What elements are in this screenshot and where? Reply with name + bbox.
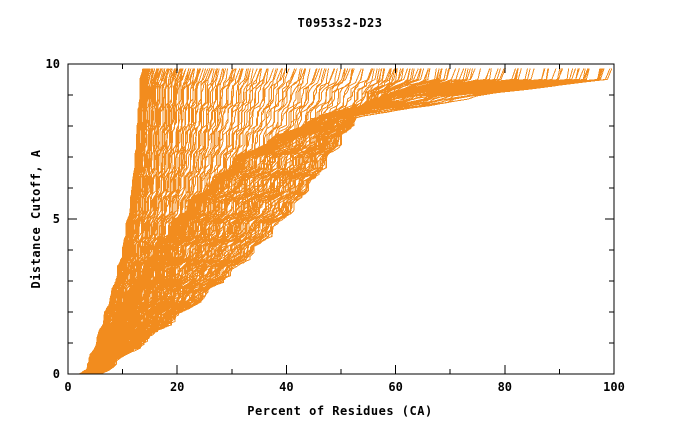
data-curve [91,68,411,374]
data-curve [93,68,398,374]
y-tick-label: 0 [52,367,60,381]
y-tick-label: 10 [45,57,60,71]
data-curve [95,68,286,374]
x-tick-label: 0 [64,380,72,394]
data-curve [84,68,443,374]
data-curve [79,68,601,374]
data-curves [78,68,613,374]
data-curve [89,68,561,374]
x-axis-label: Percent of Residues (CA) [247,404,433,418]
y-tick-label: 5 [52,212,60,226]
axis-frame [67,63,615,375]
x-tick-label: 100 [603,380,625,394]
x-tick-label: 60 [388,380,403,394]
data-curve [86,68,162,374]
chart-title: T0953s2-D23 [297,16,383,30]
x-tick-label: 40 [279,380,294,394]
x-tick-label: 80 [497,380,513,394]
data-curve [86,68,157,374]
x-tick-label: 20 [169,380,185,394]
data-curve [82,68,613,374]
